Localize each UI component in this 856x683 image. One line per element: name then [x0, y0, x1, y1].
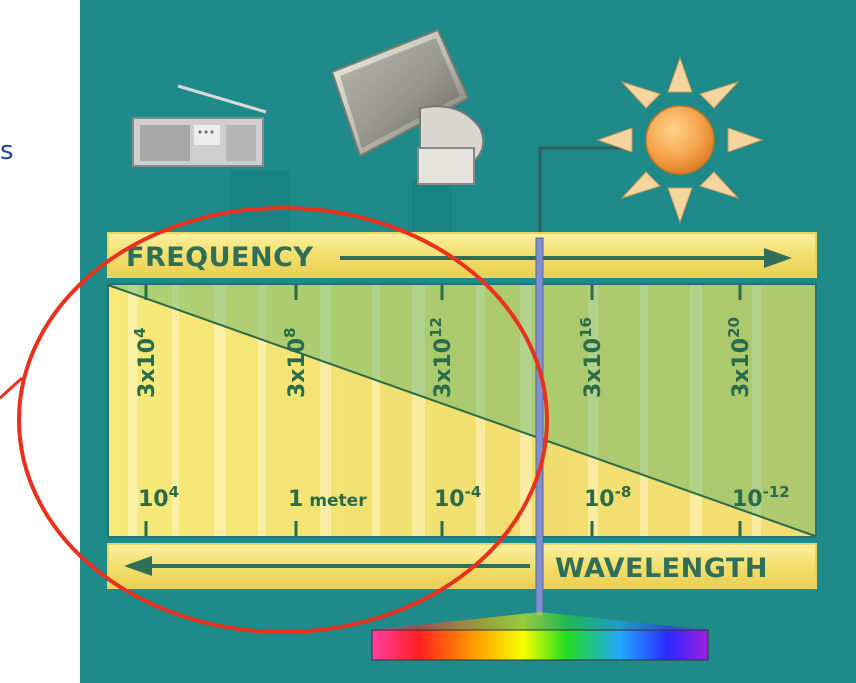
visible-light-beam	[535, 237, 544, 617]
satellite-dish-icon	[330, 28, 485, 185]
frequency-arrowhead	[764, 248, 792, 268]
radio-icon	[132, 84, 267, 167]
highlight-circle	[17, 206, 549, 634]
wavelength-tick-label: 1 meter	[288, 487, 367, 512]
wavelength-tick-label: 10-12	[732, 483, 790, 512]
wavelength-tick-label: 10-4	[434, 483, 481, 512]
diagonal-line	[107, 284, 816, 537]
highlight-pointer	[0, 376, 24, 400]
wavelength-band: WAVELENGTH	[107, 543, 817, 589]
icon-shadow	[412, 180, 452, 240]
slide-text-fragment: s	[0, 136, 14, 166]
wavelength-tick-label: 104	[138, 483, 179, 512]
connector-line	[538, 146, 622, 238]
wavelength-arrowhead	[124, 556, 152, 576]
wavelength-label: WAVELENGTH	[555, 553, 768, 584]
frequency-tick-label: 3x104	[131, 327, 160, 398]
spectrum-stripe	[107, 283, 817, 538]
frequency-label: FREQUENCY	[126, 242, 313, 273]
frequency-tick-label: 3x1016	[577, 317, 606, 398]
frequency-tick-label: 3x1012	[427, 317, 456, 398]
frequency-tick-label: 3x108	[281, 327, 310, 398]
icon-shadow	[230, 170, 290, 240]
sun-icon	[596, 56, 764, 224]
frequency-tick-label: 3x1020	[725, 317, 754, 398]
prism-spectrum-icon	[371, 612, 709, 661]
frequency-band: FREQUENCY	[107, 232, 817, 278]
wavelength-tick-label: 10-8	[584, 483, 631, 512]
